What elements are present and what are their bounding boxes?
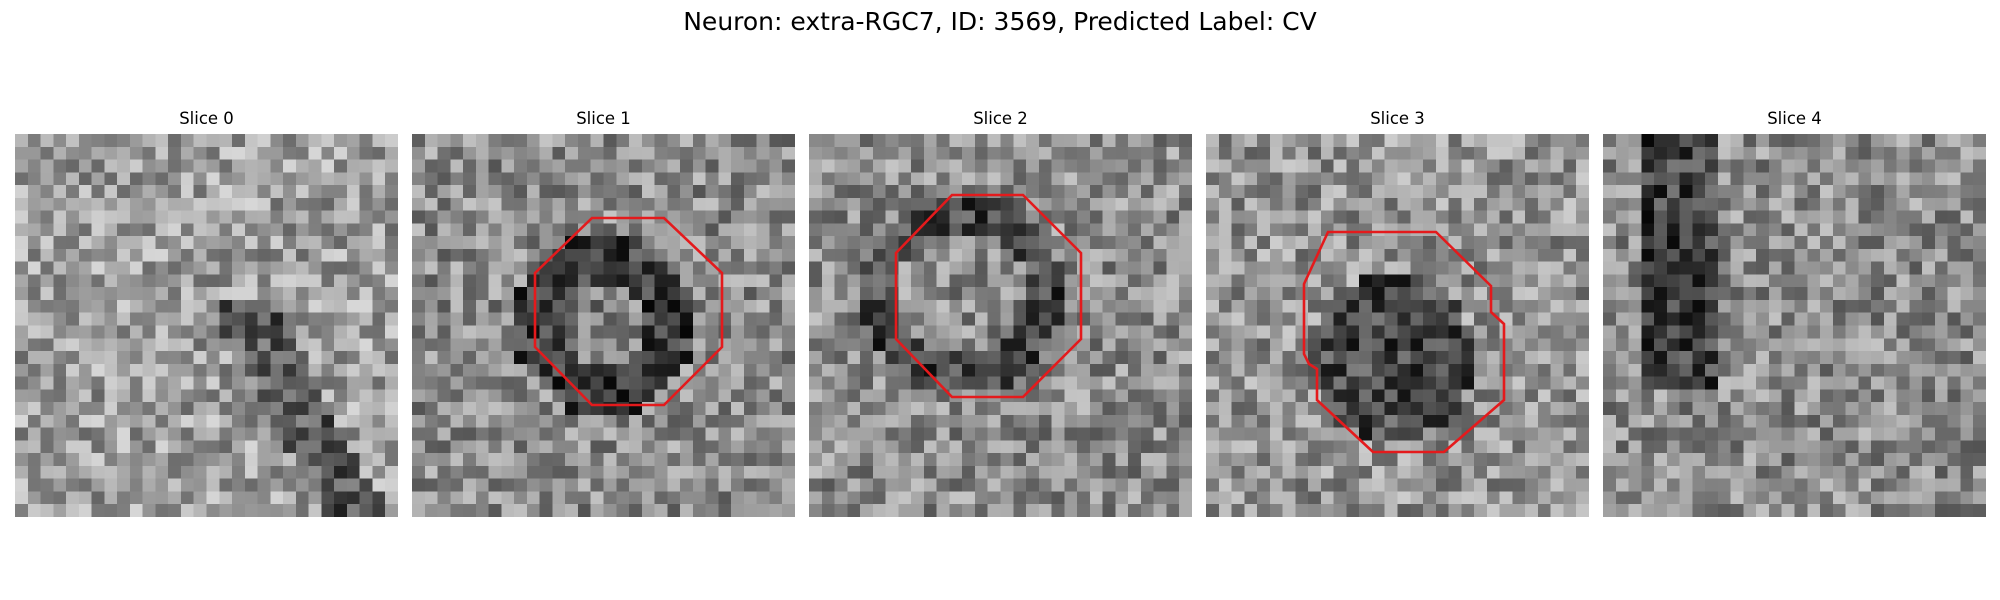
slice-title-3: Slice 3 — [1370, 109, 1425, 128]
slice-title-4: Slice 4 — [1767, 109, 1822, 128]
slice-panel-3: Slice 3 — [1206, 108, 1589, 517]
predicted-contour-2 — [894, 193, 1083, 399]
predicted-contour-3 — [1302, 230, 1506, 454]
predicted-contour-1 — [533, 216, 724, 407]
slice-panel-4: Slice 4 — [1603, 108, 1986, 517]
slice-title-2: Slice 2 — [973, 109, 1028, 128]
figure-title: Neuron: extra-RGC7, ID: 3569, Predicted … — [683, 7, 1317, 36]
slice-title-1: Slice 1 — [576, 109, 631, 128]
slice-image-3 — [1206, 134, 1589, 517]
slice-panel-1: Slice 1 — [412, 108, 795, 517]
slice-image-1 — [412, 134, 795, 517]
slice-image-2 — [809, 134, 1192, 517]
slice-image-0 — [15, 134, 398, 517]
contour-overlay-3 — [1302, 230, 1506, 454]
slice-panel-0: Slice 0 — [15, 108, 398, 517]
contour-overlay-2 — [894, 193, 1083, 399]
slice-panel-2: Slice 2 — [809, 108, 1192, 517]
contour-overlay-1 — [533, 216, 724, 407]
slice-title-0: Slice 0 — [179, 109, 234, 128]
slice-image-4 — [1603, 134, 1986, 517]
